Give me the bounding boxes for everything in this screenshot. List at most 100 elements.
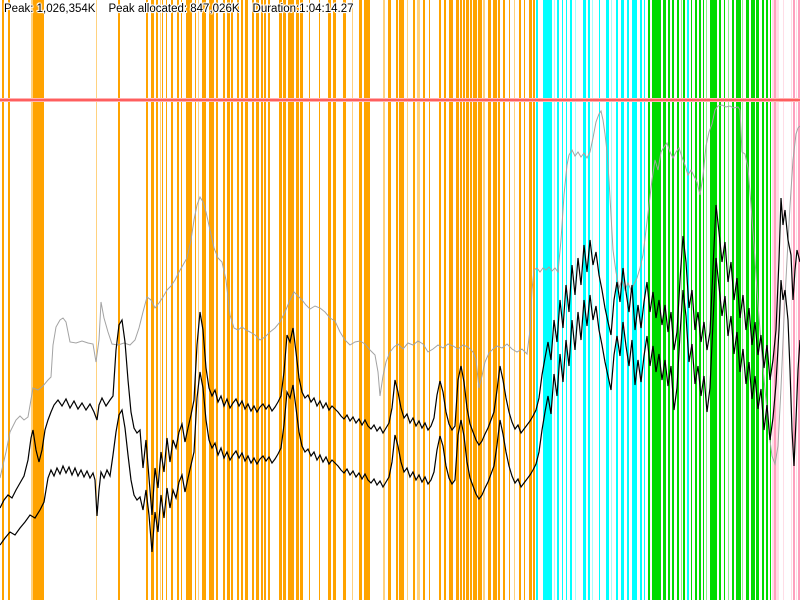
event-bar-orange	[268, 0, 270, 600]
event-bar-orange	[2, 0, 4, 600]
event-bar-orange	[237, 0, 239, 600]
event-bar-orange	[202, 0, 206, 600]
event-bar-orange	[264, 0, 266, 600]
event-bar-green_light	[728, 0, 729, 600]
event-bar-orange	[216, 0, 218, 600]
event-bar-cyan	[616, 0, 618, 600]
event-bar-orange	[245, 0, 248, 600]
event-bar-cyan	[557, 0, 559, 600]
event-bar-orange	[460, 0, 462, 600]
event-bar-orange	[439, 0, 441, 600]
event-bar-pink	[774, 0, 776, 600]
event-bar-orange	[524, 0, 525, 600]
event-bar-orange	[396, 0, 398, 600]
duration-stat: Duration:1:04:14.27	[252, 3, 354, 15]
event-bar-cyan_light	[554, 0, 555, 600]
event-bar-green	[751, 0, 755, 600]
event-bar-pink_light	[791, 0, 792, 600]
event-bar-orange	[252, 0, 254, 600]
event-bar-orange	[166, 0, 167, 600]
peak-stat: Peak: 1,026,354K	[4, 3, 96, 15]
event-bar-green	[668, 0, 670, 600]
black-series-upper-line	[0, 197, 800, 516]
event-bar-green	[699, 0, 701, 600]
event-bar-green	[762, 0, 764, 600]
event-bar-pink	[793, 0, 795, 600]
event-bar-orange	[493, 0, 497, 600]
event-bar-orange	[118, 0, 120, 600]
event-bar-orange	[399, 0, 404, 600]
event-bar-cyan	[536, 0, 538, 600]
event-bar-cyan	[621, 0, 624, 600]
event-bar-orange	[209, 0, 214, 600]
peak-allocated-stat: Peak allocated: 847,026K	[108, 3, 240, 15]
event-bar-orange	[8, 0, 10, 600]
event-bar-orange_light	[31, 0, 33, 600]
event-bar-orange	[241, 0, 243, 600]
event-bar-orange	[33, 0, 44, 600]
event-bar-orange_light	[407, 0, 408, 600]
event-bar-orange	[463, 0, 465, 600]
event-bar-green_light	[706, 0, 707, 600]
event-bar-pink	[798, 0, 800, 600]
event-bar-cyan	[543, 0, 552, 600]
event-bar-orange	[388, 0, 391, 600]
black-series-lower-line	[0, 257, 800, 553]
event-bar-orange	[171, 0, 173, 600]
event-bar-orange_light	[383, 0, 385, 600]
event-bar-cyan	[562, 0, 563, 600]
stats-header: Peak: 1,026,354K Peak allocated: 847,026K…	[4, 2, 354, 16]
event-bar-cyan_light	[575, 0, 576, 600]
event-bar-green	[691, 0, 692, 600]
event-bar-orange	[319, 0, 320, 600]
event-bar-orange	[473, 0, 477, 600]
event-bar-orange	[343, 0, 346, 600]
event-bar-cyan	[606, 0, 609, 600]
event-bar-orange	[503, 0, 505, 600]
event-bar-orange	[359, 0, 362, 600]
event-bar-orange	[444, 0, 446, 600]
event-bar-orange	[466, 0, 469, 600]
event-bar-orange	[156, 0, 158, 600]
event-bar-orange	[195, 0, 196, 600]
event-bar-orange	[181, 0, 182, 600]
event-bar-orange	[146, 0, 148, 600]
event-bar-orange_light	[352, 0, 353, 600]
event-bar-cyan_light	[592, 0, 593, 600]
event-bar-cyan	[570, 0, 572, 600]
event-bar-orange_light	[417, 0, 420, 600]
event-bar-orange	[533, 0, 535, 600]
event-bar-orange	[456, 0, 459, 600]
event-bar-green	[770, 0, 771, 600]
event-bar-orange_light	[96, 0, 97, 600]
event-bar-orange	[151, 0, 154, 600]
event-bar-orange_light	[514, 0, 515, 600]
event-bar-orange	[529, 0, 532, 600]
event-bar-green	[663, 0, 666, 600]
event-bar-orange	[429, 0, 430, 600]
event-bar-cyan	[627, 0, 629, 600]
event-bar-green	[672, 0, 674, 600]
event-bar-cyan	[640, 0, 642, 600]
event-bar-cyan	[599, 0, 600, 600]
event-bar-green_light	[681, 0, 682, 600]
event-bar-green	[746, 0, 749, 600]
event-bar-orange	[328, 0, 331, 600]
event-bar-orange	[223, 0, 225, 600]
event-bar-orange	[309, 0, 310, 600]
event-bar-orange	[423, 0, 425, 600]
event-bar-orange	[177, 0, 179, 600]
event-bar-orange	[478, 0, 482, 600]
event-bar-orange	[231, 0, 233, 600]
gray-series-line	[0, 104, 800, 479]
event-bar-orange	[449, 0, 453, 600]
event-bar-pink_light	[772, 0, 774, 600]
event-bar-pink_light	[796, 0, 797, 600]
event-bar-orange	[470, 0, 472, 600]
event-bar-orange	[413, 0, 415, 600]
event-bar-orange	[256, 0, 259, 600]
event-bar-cyan	[632, 0, 637, 600]
event-bar-orange	[296, 0, 299, 600]
